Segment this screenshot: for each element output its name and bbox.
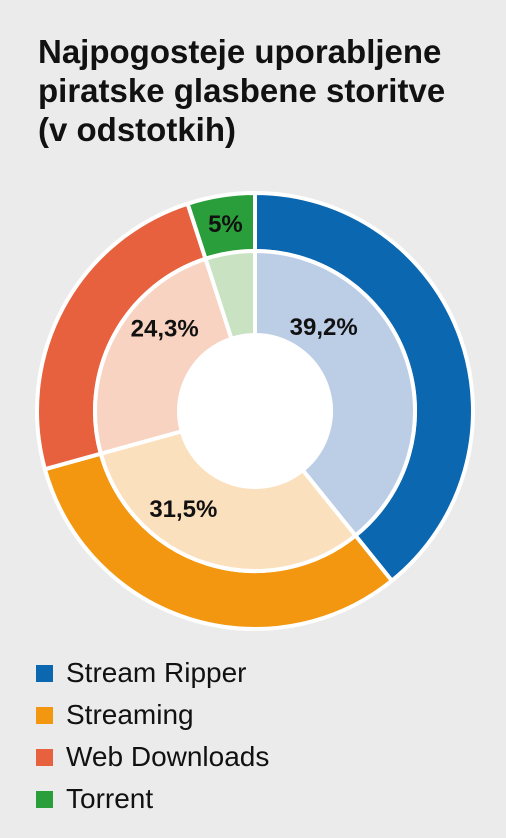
legend-item-stream-ripper: Stream Ripper (36, 652, 269, 694)
legend-label-web-downloads: Web Downloads (66, 741, 270, 772)
legend-label-streaming: Streaming (66, 699, 194, 730)
legend-item-torrent: Torrent (36, 778, 269, 820)
legend-swatch-stream-ripper (36, 664, 53, 682)
chart-title-line-1: Najpogosteje uporabljene (38, 33, 442, 70)
legend-label-stream-ripper: Stream Ripper (66, 657, 247, 688)
chart-legend: Stream Ripper Streaming Web Downloads To… (36, 652, 269, 820)
donut-chart: 39,2% 31,5% 24,3% 5% (35, 191, 475, 631)
chart-title-line-2: piratske glasbene storitve (38, 72, 446, 109)
legend-swatch-torrent (36, 790, 53, 808)
chart-title: Najpogosteje uporabljene piratske glasbe… (38, 32, 478, 149)
value-label-stream-ripper: 39,2% (290, 314, 358, 341)
legend-swatch-web-downloads (36, 748, 53, 766)
legend-label-torrent: Torrent (66, 783, 154, 814)
value-label-streaming: 31,5% (149, 496, 217, 523)
legend-item-web-downloads: Web Downloads (36, 736, 269, 778)
legend-swatch-streaming (36, 706, 53, 724)
donut-hole (179, 335, 331, 487)
chart-title-line-3: (v odstotkih) (38, 111, 236, 148)
value-label-torrent: 5% (208, 211, 243, 238)
legend-item-streaming: Streaming (36, 694, 269, 736)
value-label-web-downloads: 24,3% (131, 315, 199, 342)
